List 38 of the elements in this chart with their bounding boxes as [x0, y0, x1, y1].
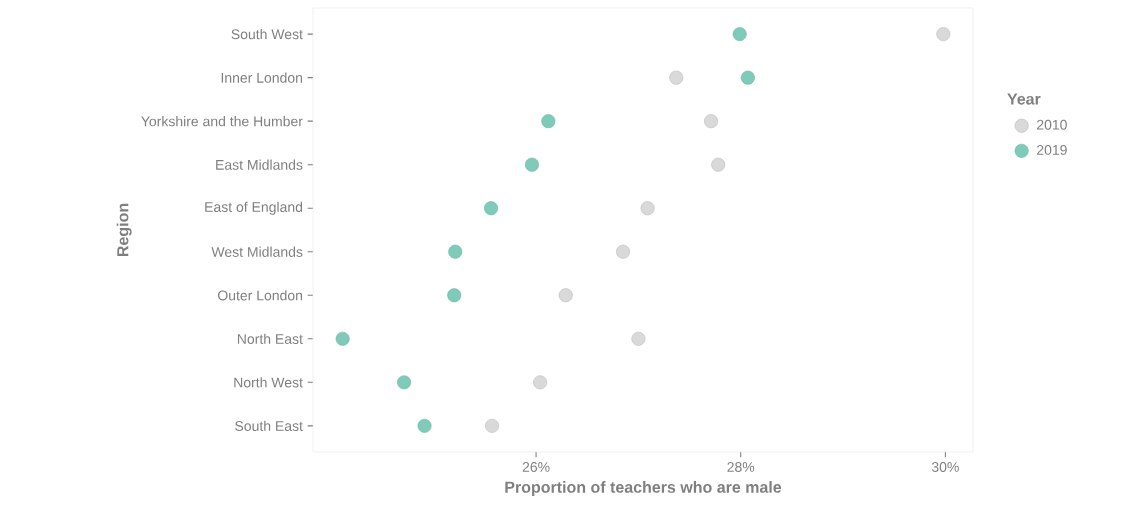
point: [447, 288, 462, 303]
point: [640, 201, 655, 216]
y-tick-label: East of England: [205, 201, 303, 215]
y-tick-label: Yorkshire and the Humber: [141, 116, 303, 127]
x-tick-label: 28%: [727, 462, 755, 472]
point: [448, 244, 463, 259]
point: [740, 70, 755, 85]
y-tick-label: North East: [237, 333, 303, 344]
y-tick-label: North West: [234, 377, 303, 388]
point: [484, 201, 498, 216]
point: [397, 375, 412, 390]
point: [711, 157, 726, 172]
point: [558, 288, 573, 303]
point: [936, 27, 951, 42]
point: [485, 418, 500, 433]
x-axis-title: Proportion of teachers who are male: [505, 481, 782, 497]
y-tick-label: South East: [235, 420, 303, 432]
y-tick-label: Outer London: [218, 290, 303, 301]
point: [533, 375, 548, 390]
y-tick-label: West Midlands: [211, 246, 303, 257]
y-axis-title: Region: [116, 203, 132, 257]
point: [732, 27, 747, 42]
point: [541, 114, 556, 129]
legend-label: 2010: [1037, 119, 1067, 130]
point: [704, 114, 718, 129]
point: [616, 244, 630, 259]
y-tick-label: Inner London: [221, 72, 303, 83]
point: [335, 331, 350, 346]
point: [417, 418, 432, 433]
legend-title: Year: [1007, 93, 1041, 105]
point: [631, 331, 646, 346]
point: [669, 70, 684, 85]
x-tick-label: 30%: [931, 462, 959, 472]
point: [525, 157, 539, 172]
legend-label: 2019: [1037, 144, 1067, 155]
x-tick-label: 26%: [522, 462, 550, 472]
y-tick-label: South West: [231, 28, 303, 40]
y-tick-label: East Midlands: [216, 159, 303, 170]
